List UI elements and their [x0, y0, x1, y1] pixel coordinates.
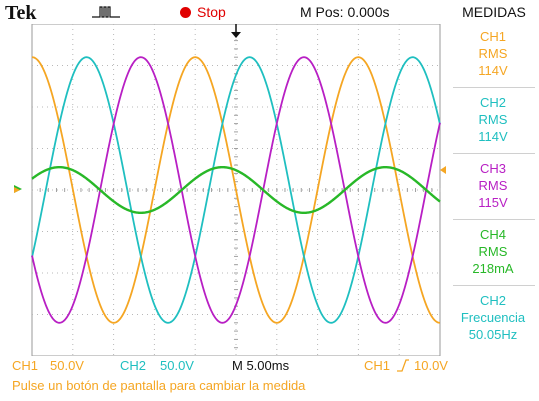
brand-logo: Tek — [5, 2, 37, 24]
menu-divider — [453, 87, 535, 88]
measure-1-channel: CH1 — [479, 29, 506, 44]
trigger-level-marker — [440, 166, 446, 174]
trigger-level: 10.0V — [414, 358, 448, 373]
menu-divider — [453, 153, 535, 154]
measure-5-value: 50.05Hz — [468, 327, 518, 342]
menu-title: MEDIDAS — [462, 4, 526, 20]
trigger-source: CH1 — [364, 358, 391, 373]
ch1-scale: 50.0V — [50, 358, 84, 373]
top-status-bar: Tek Stop M Pos: 0.000s MEDIDAS — [0, 0, 539, 24]
measure-4-type: RMS — [478, 244, 508, 259]
graticule-grid — [31, 24, 441, 356]
ch1-ground-marker — [14, 187, 20, 193]
waveform-traces — [31, 56, 441, 324]
menu-divider — [453, 285, 535, 286]
measure-3-channel: CH3 — [479, 161, 506, 176]
pulse-trigger-icon — [92, 6, 120, 18]
acquisition-stop-indicator — [180, 7, 191, 18]
measure-4-value: 218mA — [472, 261, 514, 276]
measure-3-value: 115V — [478, 195, 508, 210]
timebase: M 5.00ms — [232, 358, 290, 373]
measure-2-value: 114V — [478, 129, 508, 144]
menu-divider — [453, 219, 535, 220]
measure-5-type: Frecuencia — [460, 310, 526, 325]
measure-slot-3[interactable]: CH3 RMS 115V — [447, 160, 539, 211]
measure-2-channel: CH2 — [479, 95, 506, 110]
measure-1-type: RMS — [478, 46, 508, 61]
measure-4-channel: CH4 — [479, 227, 506, 242]
measure-slot-5[interactable]: CH2 Frecuencia 50.05Hz — [447, 292, 539, 343]
measure-3-type: RMS — [478, 178, 508, 193]
trigger-position-marker — [231, 32, 241, 38]
help-message: Pulse un botón de pantalla para cambiar … — [12, 378, 306, 393]
measure-slot-4[interactable]: CH4 RMS 218mA — [447, 226, 539, 277]
horizontal-position: M Pos: 0.000s — [300, 4, 390, 20]
measure-slot-2[interactable]: CH2 RMS 114V — [447, 94, 539, 145]
ch1-label: CH1 — [12, 358, 39, 373]
waveform-ch2 — [31, 56, 441, 324]
waveform-display — [14, 24, 446, 356]
waveform-ch1 — [31, 56, 441, 324]
measure-5-channel: CH2 — [479, 293, 506, 308]
measure-2-type: RMS — [478, 112, 508, 127]
rising-edge-icon — [397, 359, 409, 372]
acquisition-state: Stop — [197, 4, 226, 20]
ch2-scale: 50.0V — [160, 358, 194, 373]
waveform-ch4 — [31, 165, 441, 215]
ch2-label: CH2 — [120, 358, 147, 373]
measurement-menu: CH1 RMS 114V CH2 RMS 114V CH3 RMS 115V C… — [447, 24, 539, 356]
measure-slot-1[interactable]: CH1 RMS 114V — [447, 28, 539, 79]
measure-1-value: 114V — [478, 63, 508, 78]
